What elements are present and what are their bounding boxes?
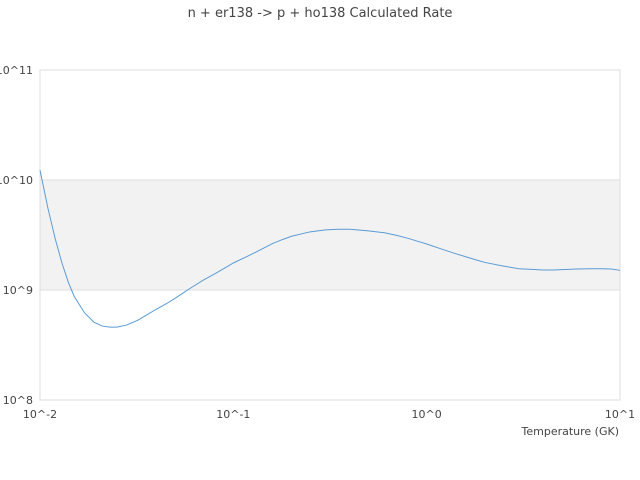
x-tick-label-0: 10^-2 [23,408,57,421]
tick-labels: 10^8 10^9 10^10 10^11 10^-2 10^-1 10^0 10^1 [0,64,635,421]
x-tick-label-3: 10^1 [605,408,635,421]
series-line [39,170,621,328]
y-tick-label-2: 10^10 [0,174,33,187]
y-tick-label-0: 10^8 [3,394,33,407]
y-tick-label-3: 10^11 [0,64,33,77]
x-tick-label-1: 10^-1 [216,408,250,421]
shaded-band [40,180,620,290]
y-tick-label-1: 10^9 [3,284,33,297]
chart-title: n + er138 -> p + ho138 Calculated Rate [188,6,453,21]
x-tick-label-2: 10^0 [412,408,442,421]
plot-area [39,69,621,401]
x-axis-title: Temperature (GK) [521,425,620,438]
